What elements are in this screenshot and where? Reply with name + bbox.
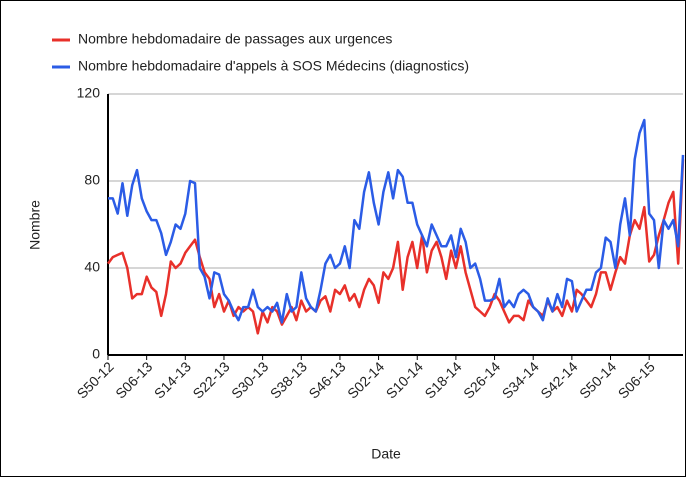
y-tick-label: 80: [84, 172, 100, 188]
y-tick-label: 40: [84, 259, 100, 275]
series-line: [108, 118, 685, 324]
y-tick-label: 120: [77, 85, 101, 101]
legend-label: Nombre hebdomadaire de passages aux urge…: [78, 31, 392, 47]
y-axis-title: Nombre: [27, 200, 43, 250]
legend-label: Nombre hebdomadaire d'appels à SOS Médec…: [78, 58, 469, 74]
series-line: [106, 159, 685, 335]
y-tick-label: 0: [92, 346, 100, 362]
x-axis-title: Date: [371, 446, 401, 462]
